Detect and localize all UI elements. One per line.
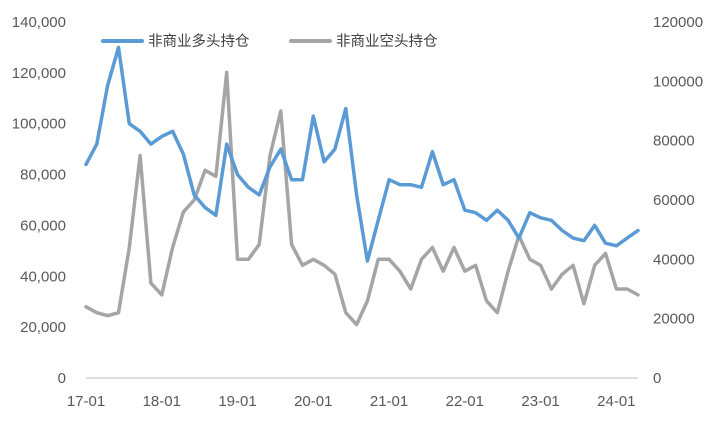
x-tick-label: 22-01 (446, 393, 484, 410)
x-axis-ticks: 17-01 18-01 19-01 20-01 21-01 22-01 23-01 24-01 (67, 393, 636, 410)
x-tick-label: 24-01 (597, 393, 635, 410)
right-tick-label: 20000 (653, 311, 695, 328)
right-tick-label: 60000 (653, 192, 695, 209)
right-axis-ticks: 0 20000 40000 60000 80000 100000 120000 (653, 14, 703, 387)
left-tick-label: 120,000 (12, 65, 66, 82)
series-line-long (84, 45, 640, 263)
x-tick-label: 19-01 (218, 393, 256, 410)
x-tick-label: 17-01 (67, 393, 105, 410)
x-tick-label: 20-01 (294, 393, 332, 410)
right-tick-label: 80000 (653, 133, 695, 150)
legend: 非商业多头持仓 非商业空头持仓 (101, 33, 438, 50)
left-tick-label: 0 (58, 370, 66, 387)
plot-area (84, 45, 640, 327)
left-tick-label: 60,000 (20, 217, 66, 234)
x-tick-label: 21-01 (370, 393, 408, 410)
left-axis-ticks: 0 20,000 40,000 60,000 80,000 100,000 120,000 1… (12, 14, 66, 387)
legend-item-long: 非商业多头持仓 (101, 33, 250, 50)
right-tick-label: 40000 (653, 251, 695, 268)
right-tick-label: 100000 (653, 73, 703, 90)
left-tick-label: 80,000 (20, 167, 66, 184)
left-tick-label: 40,000 (20, 268, 66, 285)
left-tick-label: 20,000 (20, 319, 66, 336)
legend-label-long: 非商业多头持仓 (148, 33, 250, 50)
left-tick-label: 100,000 (12, 116, 66, 133)
x-tick-label: 18-01 (143, 393, 181, 410)
legend-label-short: 非商业空头持仓 (336, 33, 438, 50)
legend-item-short: 非商业空头持仓 (289, 33, 438, 50)
right-tick-label: 0 (653, 370, 661, 387)
series-line-short (84, 70, 640, 327)
right-tick-label: 120000 (653, 14, 703, 31)
left-tick-label: 140,000 (12, 14, 66, 31)
x-tick-label: 23-01 (521, 393, 559, 410)
